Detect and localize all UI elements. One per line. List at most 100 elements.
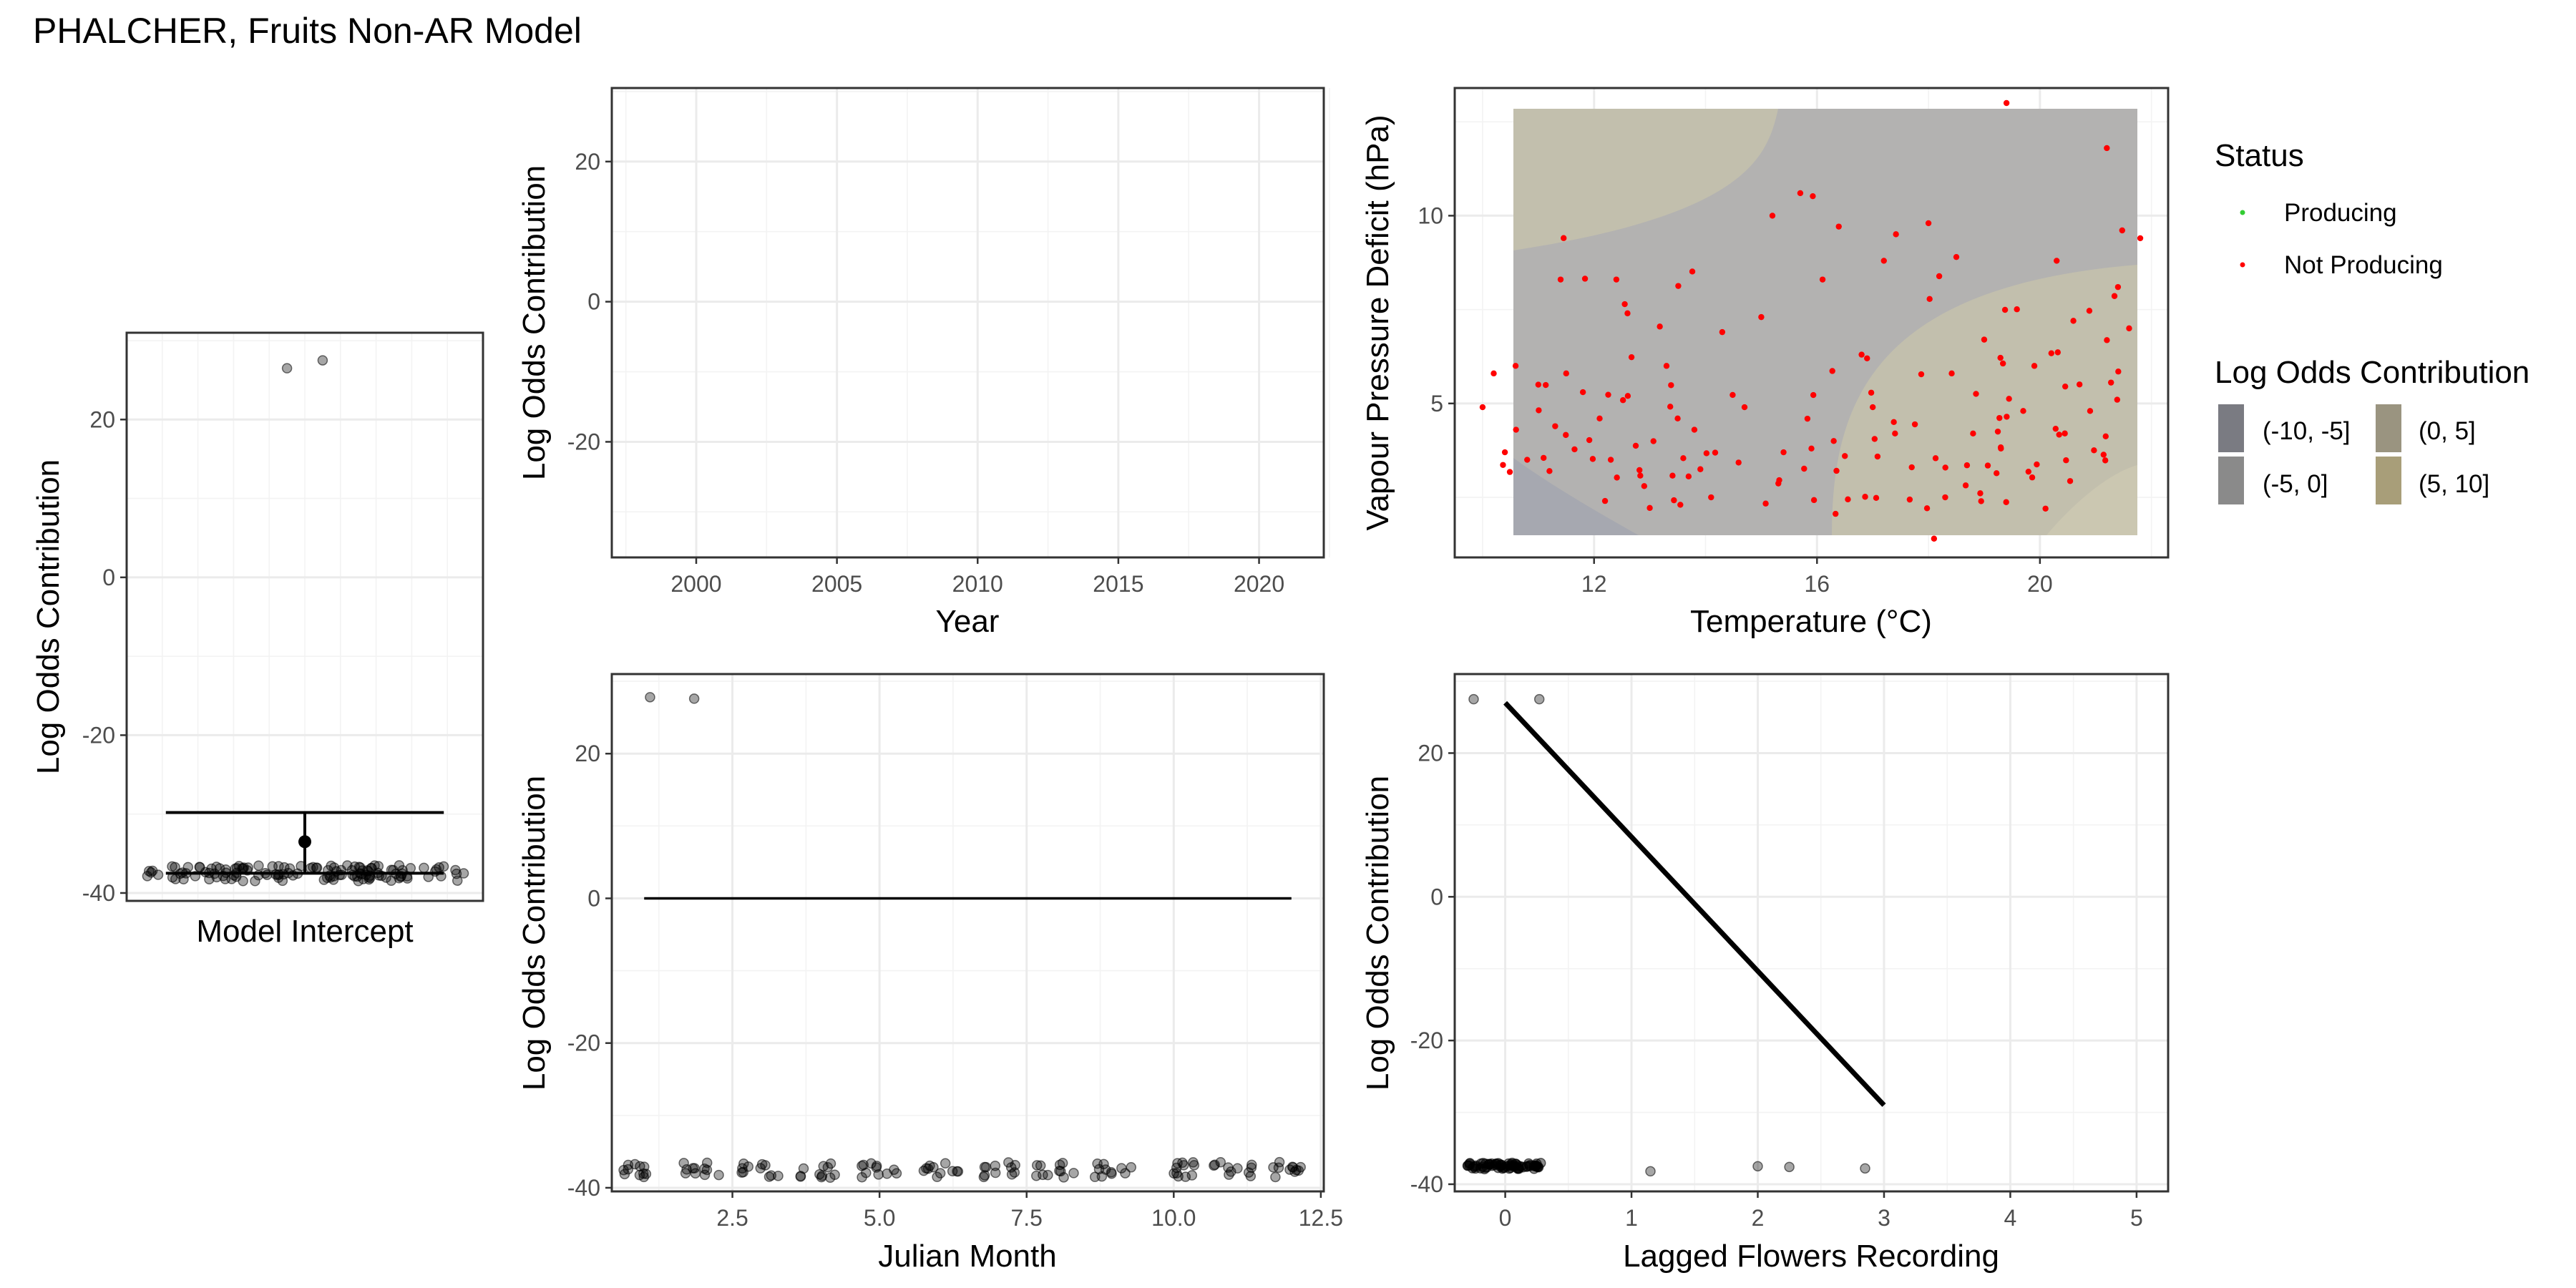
legend-fill-key-5-10 <box>2376 457 2401 504</box>
julian_month-x-tick-label: 7.5 <box>1010 1205 1042 1231</box>
julian-month-ticks: -40 -20 0 20 2.5 5.0 7.5 10.0 12.5 <box>567 741 1343 1231</box>
julian-month-point <box>1209 1159 1220 1170</box>
temp-vpd-point <box>1804 415 1811 422</box>
julian-month-point <box>638 1161 650 1172</box>
lagged-flowers-point <box>1503 1163 1515 1174</box>
lagged-flowers-outlier-point <box>1645 1166 1656 1177</box>
julian-month-point <box>858 1159 869 1171</box>
julian-month-point <box>738 1166 748 1178</box>
temp-vpd-point <box>1641 483 1648 489</box>
temp-vpd-point <box>1762 500 1769 507</box>
year-y-tick-label: 20 <box>575 149 600 175</box>
temp-vpd-point <box>2031 363 2038 369</box>
temp-vpd-point <box>1561 235 1567 241</box>
julian-month-grid <box>612 674 1324 1191</box>
temp-vpd-point <box>1862 494 1868 500</box>
intercept-outlier-point <box>281 363 293 374</box>
temp-vpd-point <box>1563 431 1569 439</box>
legend-producing-key <box>2240 210 2245 215</box>
temp-vpd-point <box>1918 371 1925 378</box>
temp-vpd-point <box>1524 457 1531 463</box>
intercept-point <box>353 862 365 872</box>
temp-vpd-point <box>1624 393 1631 399</box>
temp-vpd-point <box>1671 497 1677 504</box>
julian_month-y-tick-label: 0 <box>587 885 600 911</box>
julian_month-x-tick-label: 12.5 <box>1299 1205 1343 1231</box>
julian-month-point <box>990 1160 1001 1171</box>
intercept-x-label: Model Intercept <box>196 914 413 949</box>
temp-vpd-point <box>1601 497 1609 504</box>
julian-month-point <box>1068 1168 1079 1179</box>
temp-vpd-point <box>1668 382 1674 389</box>
surface-region-bottom-right-corner <box>2046 465 2137 535</box>
julian-month-point <box>798 1163 809 1174</box>
julian-month-point <box>701 1157 713 1169</box>
temp-vpd-point <box>2034 461 2040 468</box>
julian-month-point <box>979 1170 990 1181</box>
temp-vpd-point <box>1999 360 2006 367</box>
temp-vpd-point <box>2062 383 2069 390</box>
legend-not-producing-key <box>2240 262 2245 268</box>
legend-status-title: Status <box>2215 138 2304 173</box>
temp_vpd-y-tick-label: 10 <box>1418 203 1443 228</box>
temp-vpd-point <box>2076 381 2083 388</box>
julian-month-point <box>1188 1157 1199 1168</box>
intercept-point <box>147 865 158 877</box>
temp-vpd-point <box>2020 408 2026 414</box>
year-x-tick-label: 2010 <box>952 571 1003 597</box>
temp-vpd-point <box>1984 462 1991 469</box>
lagged-flowers-y-label: Log Odds Contribution <box>1360 776 1395 1091</box>
temp-vpd-point <box>1703 450 1710 457</box>
julian-month-point <box>882 1169 892 1179</box>
lagged-flowers-outlier-point <box>1860 1163 1870 1174</box>
intercept-y-tick-label: -40 <box>82 880 115 906</box>
julian-month-outlier-point <box>645 692 655 703</box>
temp-vpd-point <box>1741 404 1748 411</box>
legend-fill-key-neg10-neg5 <box>2218 404 2244 452</box>
julian-month-point <box>952 1166 964 1177</box>
temp-vpd-point <box>2063 457 2069 464</box>
temp-vpd-point <box>1808 445 1815 452</box>
intercept-point <box>369 860 380 871</box>
temp-vpd-frame <box>1453 87 2170 559</box>
temp-vpd-point <box>2003 499 2009 505</box>
temp-vpd-point <box>1605 391 1611 398</box>
temp-vpd-point <box>1758 313 1765 321</box>
temp-vpd-point <box>1977 490 1984 497</box>
intercept-point <box>373 861 384 872</box>
legend-producing-label: Producing <box>2284 199 2397 227</box>
temp-vpd-point <box>2115 369 2122 375</box>
temp-vpd-point <box>2070 318 2077 324</box>
temp-vpd-point <box>1833 467 1840 474</box>
temp_vpd-x-tick-label: 12 <box>1581 571 1607 597</box>
year-x-tick-label: 2000 <box>670 571 721 597</box>
figure-title: PHALCHER, Fruits Non-AR Model <box>33 11 582 51</box>
lagged-flowers-grid <box>1455 674 2168 1191</box>
intercept-point <box>364 872 376 884</box>
intercept-point <box>182 862 194 873</box>
julian-month-point <box>1089 1171 1101 1183</box>
temp-vpd-point <box>1624 310 1631 317</box>
temp-vpd-point <box>2062 430 2068 436</box>
julian_month-x-tick-label: 2.5 <box>716 1205 748 1231</box>
temp-vpd-point <box>1501 449 1508 456</box>
temp-vpd-point <box>1925 220 1932 227</box>
temp-vpd-point <box>1581 275 1589 282</box>
temp-vpd-point <box>1997 354 2004 361</box>
julian-month-point <box>814 1169 825 1180</box>
intercept-point <box>142 871 153 882</box>
lagged_flowers-y-tick-label: 0 <box>1430 884 1443 909</box>
temp-vpd-point <box>2006 396 2012 402</box>
intercept-point <box>405 863 416 874</box>
intercept-point <box>243 862 254 873</box>
temp_vpd-y-tick-label: 5 <box>1430 391 1443 416</box>
temp-vpd-point <box>1981 336 1988 343</box>
temp-vpd-point <box>2107 379 2114 386</box>
julian-month-point <box>932 1171 942 1183</box>
julian-month-point <box>1223 1162 1234 1173</box>
lagged_flowers-x-tick-label: 4 <box>2004 1205 2017 1231</box>
lagged-flowers-ticks: -40 -20 0 20 0 1 2 3 4 5 <box>1410 740 2143 1231</box>
lagged_flowers-x-tick-label: 0 <box>1499 1205 1512 1231</box>
julian-month-points <box>618 692 1306 1184</box>
